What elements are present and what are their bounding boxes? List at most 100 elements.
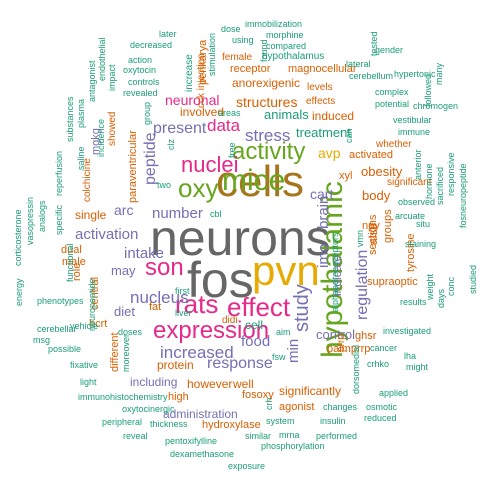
- word: dexamethasone: [170, 449, 235, 459]
- word: hydroxylase: [202, 419, 261, 431]
- word: reveal: [123, 431, 148, 441]
- word: can: [344, 128, 354, 143]
- word: staining: [405, 239, 437, 249]
- word: possible: [48, 344, 82, 354]
- word: clz: [166, 139, 176, 150]
- word: single: [75, 208, 107, 222]
- word: arc: [114, 202, 134, 218]
- word: vasopressin: [25, 196, 35, 245]
- word: situ: [416, 219, 431, 229]
- word: showed: [107, 111, 118, 146]
- word: later: [159, 29, 177, 39]
- word: prrp: [336, 334, 347, 352]
- word: response: [207, 355, 273, 372]
- word: energy: [14, 278, 24, 306]
- word: analogs: [37, 200, 47, 232]
- word: activity: [232, 138, 306, 165]
- word: anterior: [413, 149, 423, 180]
- word: treatment: [296, 125, 351, 140]
- word: functional: [65, 243, 75, 282]
- word: significant: [387, 177, 432, 188]
- word: cart: [310, 186, 334, 202]
- word: protein: [157, 358, 194, 372]
- word: peptide: [142, 132, 159, 186]
- word: might: [406, 362, 429, 372]
- word: liver: [175, 308, 192, 318]
- word: peripheral: [102, 417, 143, 427]
- word: system: [266, 416, 295, 426]
- word: avp: [318, 145, 341, 161]
- word: observed: [398, 197, 436, 207]
- word: son: [145, 254, 184, 281]
- word: didi: [222, 315, 238, 326]
- word: male: [62, 256, 86, 268]
- word: including: [130, 375, 178, 389]
- word: whether: [376, 139, 412, 150]
- word: impact: [107, 64, 117, 91]
- word: however: [187, 377, 233, 391]
- word: osmotic: [366, 402, 398, 412]
- word: gender: [375, 45, 404, 55]
- word: cells: [216, 157, 305, 206]
- word: hypothalamus: [262, 51, 325, 62]
- word: different: [109, 332, 121, 372]
- word: mrna: [279, 430, 300, 440]
- word: performed: [316, 431, 358, 441]
- word: aim: [276, 327, 291, 337]
- word: agonist: [279, 401, 315, 413]
- word: fsw: [272, 352, 286, 362]
- word: involved: [180, 105, 225, 119]
- word: may: [111, 263, 136, 278]
- word: administration: [163, 407, 238, 421]
- word: significantly: [279, 384, 342, 398]
- word: corticosterone: [13, 209, 23, 266]
- word: increased: [160, 343, 234, 362]
- word: arcuate: [395, 211, 426, 221]
- word: activation: [75, 226, 139, 243]
- word: applied: [379, 388, 409, 398]
- word: pentoxifylline: [165, 436, 218, 446]
- word: lateral: [346, 59, 371, 69]
- word: increase: [184, 54, 195, 92]
- word: dorsomedial: [351, 344, 361, 394]
- word: doses: [118, 327, 143, 337]
- word: revealed: [123, 88, 158, 98]
- word: cerebellum: [349, 71, 394, 81]
- word: anorexigenic: [232, 76, 301, 90]
- word: investigated: [383, 326, 432, 336]
- word: fos: [187, 252, 254, 308]
- word: cancer: [370, 343, 398, 353]
- word: found: [259, 39, 269, 62]
- word: conc: [446, 276, 456, 296]
- word: followed: [423, 73, 433, 107]
- word: days: [436, 288, 446, 308]
- word: high: [168, 391, 189, 403]
- word: fosneuropeptide: [458, 163, 468, 228]
- word: neuropeptide: [87, 278, 97, 331]
- word: fixative: [70, 360, 99, 370]
- word: crhko: [367, 359, 390, 369]
- word: obesity: [361, 164, 403, 179]
- word: nuclei: [181, 152, 239, 177]
- word: saline: [76, 146, 86, 170]
- word: min: [285, 338, 302, 363]
- word: oxy: [178, 173, 219, 203]
- word: substances: [65, 96, 75, 142]
- word: structures: [236, 94, 298, 110]
- word: controls: [128, 77, 160, 87]
- word: levels: [307, 82, 333, 93]
- word: morphine: [266, 30, 304, 40]
- word: reperfusion: [54, 150, 64, 196]
- word: endothelial: [97, 37, 107, 81]
- word: cck injection: [196, 53, 207, 108]
- word: diet: [114, 304, 135, 319]
- word: incidence: [96, 118, 106, 157]
- word: results: [400, 297, 427, 307]
- word: palmprrp: [327, 343, 371, 355]
- word: pvn: [252, 247, 320, 294]
- word: stress: [245, 126, 291, 145]
- word: animals: [264, 107, 309, 122]
- word: cerebellar: [37, 324, 77, 334]
- word: insulin: [320, 416, 346, 426]
- word: npy: [362, 220, 380, 232]
